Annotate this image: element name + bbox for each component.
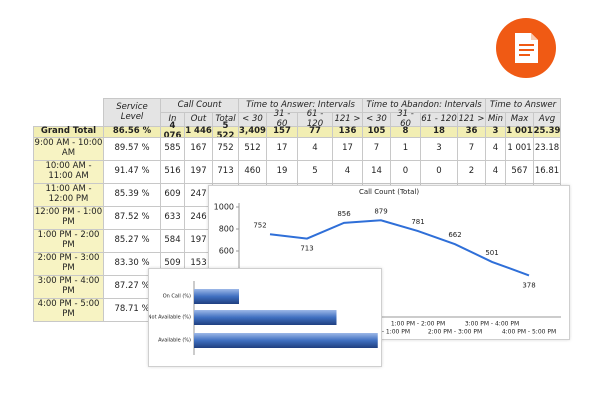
column-header: Avg — [533, 112, 561, 127]
group-header: Time to Abandon: Intervals — [362, 98, 486, 113]
table-cell: 1 — [390, 137, 421, 161]
table-cell: 4 — [485, 137, 506, 161]
y-tick-label: On Call (%) — [163, 294, 191, 300]
table-cell: 91.47 % — [103, 160, 161, 184]
y-tick-label: 1000 — [214, 203, 234, 212]
data-label: 713 — [300, 245, 313, 253]
table-cell: 584 — [160, 229, 185, 253]
table-cell: 512 — [238, 137, 267, 161]
table-cell: 17 — [266, 137, 298, 161]
table-cell: 5 — [297, 160, 333, 184]
x-tick-label: 4:00 PM - 5:00 PM — [502, 329, 556, 336]
table-cell: 516 — [160, 160, 185, 184]
column-header: Max — [505, 112, 534, 127]
bar-chart: On Call (%) Not Available (%) Available (%… — [148, 281, 378, 355]
data-label: 752 — [253, 221, 266, 229]
column-header: 121 > — [457, 112, 486, 127]
data-label: 879 — [374, 207, 387, 215]
table-cell: 85.27 % — [103, 229, 161, 253]
table-cell: 85.39 % — [103, 183, 161, 207]
table-cell: 0 — [390, 160, 421, 184]
data-line — [269, 219, 530, 277]
row-header: 3:00 PM - 4:00 PM — [33, 275, 104, 299]
table-cell: 167 — [184, 137, 213, 161]
column-header: 121 > — [332, 112, 363, 127]
table-cell: 713 — [212, 160, 239, 184]
table-cell: 19 — [266, 160, 298, 184]
table-cell: 197 — [184, 160, 213, 184]
row-header: 4:00 PM - 5:00 PM — [33, 298, 104, 322]
column-header: 31 - 60 — [266, 109, 298, 128]
column-header: Out — [184, 112, 213, 127]
table-cell: 17 — [332, 137, 363, 161]
x-tick-label: 1:00 PM - 2:00 PM — [391, 321, 445, 328]
table-cell: 23.18 — [533, 137, 561, 161]
group-header: Service Level — [103, 98, 161, 127]
data-label: 781 — [411, 218, 424, 226]
table-cell: 87.52 % — [103, 206, 161, 230]
table-cell: 16.81 — [533, 160, 561, 184]
table-cell: 752 — [212, 137, 239, 161]
table-cell: 585 — [160, 137, 185, 161]
bar — [194, 289, 239, 304]
bar — [194, 333, 378, 348]
table-cell: 14 — [362, 160, 391, 184]
data-label: 856 — [337, 210, 351, 218]
row-header: 2:00 PM - 3:00 PM — [33, 252, 104, 276]
table-cell: 3 — [420, 137, 458, 161]
data-label: 378 — [522, 281, 535, 289]
row-header: 11:00 AM - 12:00 PM — [33, 183, 104, 207]
y-tick-label: 600 — [219, 247, 234, 256]
report-icon[interactable] — [495, 17, 557, 79]
table-cell: 633 — [160, 206, 185, 230]
table-cell: 460 — [238, 160, 267, 184]
bar — [194, 310, 337, 325]
table-cell: 567 — [505, 160, 534, 184]
group-header: Time to Answer — [485, 98, 561, 113]
table-cell: 4 — [332, 160, 363, 184]
row-header: 1:00 PM - 2:00 PM — [33, 229, 104, 253]
column-header: Min — [485, 112, 506, 127]
table-cell: 7 — [457, 137, 486, 161]
data-label: 662 — [448, 231, 461, 239]
chart-title: Call Count (Total) — [359, 188, 419, 196]
x-tick-label: 3:00 PM - 4:00 PM — [465, 321, 519, 328]
column-header: 61 - 120 — [420, 112, 458, 127]
x-tick-label: 2:00 PM - 3:00 PM — [428, 329, 482, 336]
row-header: 10:00 AM - 11:00 AM — [33, 160, 104, 184]
table-cell: 4 — [485, 160, 506, 184]
group-header: Call Count — [160, 98, 239, 113]
table-cell: 609 — [160, 183, 185, 207]
column-header: 61 - 120 — [297, 109, 333, 128]
column-header: 31 - 60 — [390, 109, 421, 128]
table-cell: 4 — [297, 137, 333, 161]
table-cell: 1 001 — [505, 137, 534, 161]
column-header: < 30 — [238, 112, 267, 127]
row-header: 9:00 AM - 10:00 AM — [33, 137, 104, 161]
column-header: < 30 — [362, 112, 391, 127]
bar-chart-panel: On Call (%) Not Available (%) Available (%… — [148, 268, 382, 367]
y-tick-label: Available (%) — [158, 338, 191, 344]
table-cell: 2 — [457, 160, 486, 184]
y-tick-label: Not Available (%) — [149, 315, 191, 321]
y-tick-label: 800 — [219, 225, 234, 234]
table-cell: 7 — [362, 137, 391, 161]
table-cell: 0 — [420, 160, 458, 184]
row-header: 12:00 PM - 1:00 PM — [33, 206, 104, 230]
data-label: 501 — [485, 249, 498, 257]
table-cell: 89.57 % — [103, 137, 161, 161]
